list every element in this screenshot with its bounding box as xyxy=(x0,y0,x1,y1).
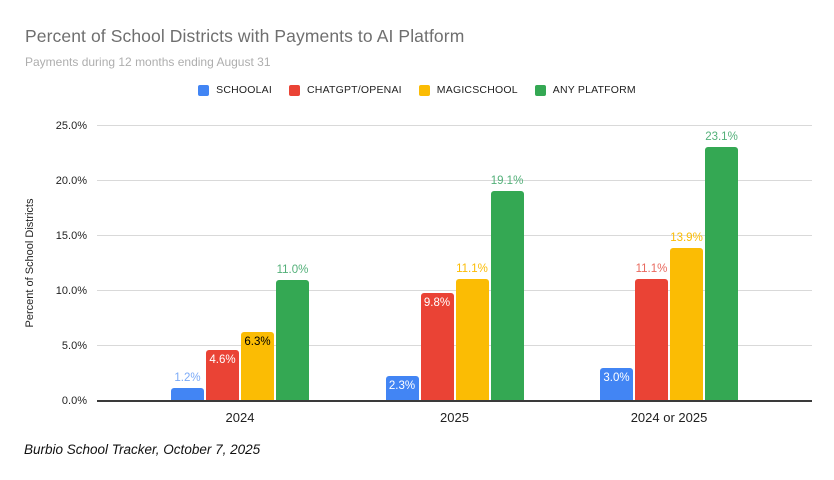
bar-value-label: 4.6% xyxy=(209,354,236,367)
bar-value-label: 1.2% xyxy=(174,371,201,384)
legend-item-schoolai: SCHOOLAI xyxy=(198,84,272,96)
y-tick-label-0: 0.0% xyxy=(61,395,87,407)
y-tick-label-10: 10.0% xyxy=(55,285,87,297)
gridline-10 xyxy=(97,290,812,291)
bar-magicschool-2025: 11.1% xyxy=(455,263,489,401)
legend-item-magicschool: MAGICSCHOOL xyxy=(418,84,518,96)
bar-group-2024-or-2025: 3.0% 11.1% 13.9% 23.1% xyxy=(600,131,738,401)
bar-magicschool-2024: 6.3% xyxy=(241,331,274,401)
bar-chatgpt-openai-2025: 9.8% xyxy=(420,293,454,401)
x-category-label-2025: 2025 xyxy=(440,410,469,425)
legend-label: SCHOOLAI xyxy=(216,84,272,96)
gridline-5 xyxy=(97,345,812,346)
legend-label: MAGICSCHOOL xyxy=(436,84,518,96)
bar-schoolai-2025: 2.3% xyxy=(385,375,419,401)
bar-schoolai-2024-or-2025: 3.0% xyxy=(600,368,633,401)
gridline-20 xyxy=(97,180,812,181)
chart-title: Percent of School Districts with Payment… xyxy=(25,26,465,46)
y-tick-label-15: 15.0% xyxy=(55,230,87,242)
plot-area: 0.0% 5.0% 10.0% 15.0% 20.0% 25.0% 1.2% 4.6% 6.3%… xyxy=(56,120,812,425)
bar-value-label: 11.1% xyxy=(456,262,488,275)
bar-magicschool-2024-or-2025: 13.9% xyxy=(670,232,703,401)
source-note: Burbio School Tracker, October 7, 2025 xyxy=(24,442,261,457)
gridline-15 xyxy=(97,235,812,236)
bar-group-2024: 1.2% 4.6% 6.3% 11.0% xyxy=(171,264,309,401)
bar-any-platform-2025: 19.1% xyxy=(490,175,524,401)
y-tick-label-20: 20.0% xyxy=(55,175,87,187)
y-tick-label-5: 5.0% xyxy=(61,340,87,352)
y-tick-label-25: 25.0% xyxy=(55,120,87,132)
bar-value-label: 6.3% xyxy=(244,335,271,348)
x-category-label-2024-or-2025: 2024 or 2025 xyxy=(630,410,708,425)
bar-chatgpt-openai-2024-or-2025: 11.1% xyxy=(635,263,668,401)
chart-legend: SCHOOLAI CHATGPT/OPENAI MAGICSCHOOL ANY PLA… xyxy=(0,83,834,97)
gridline-25 xyxy=(97,125,812,126)
bar-any-platform-2024-or-2025: 23.1% xyxy=(705,131,738,401)
bar-value-label: 11.0% xyxy=(276,264,309,276)
legend-swatch-any-platform xyxy=(534,84,546,96)
y-axis-title: Percent of School Districts xyxy=(24,198,36,328)
legend-swatch-schoolai xyxy=(198,84,210,96)
chart-subtitle: Payments during 12 months ending August … xyxy=(25,55,271,69)
legend-item-chatgpt-openai: CHATGPT/OPENAI xyxy=(289,84,402,96)
legend-label: CHATGPT/OPENAI xyxy=(307,84,402,96)
x-axis-line xyxy=(97,400,812,402)
bar-chatgpt-openai-2024: 4.6% xyxy=(206,350,239,401)
legend-swatch-chatgpt-openai xyxy=(289,84,300,96)
bar-schoolai-2024: 1.2% xyxy=(171,372,204,401)
bar-value-label: 13.9% xyxy=(670,232,703,245)
x-category-label-2024: 2024 xyxy=(225,410,255,425)
bar-group-2025: 2.3% 9.8% 11.1% 19.1% xyxy=(385,175,524,401)
bar-value-label: 19.1% xyxy=(490,174,524,187)
bar-value-label: 2.3% xyxy=(388,379,416,392)
bar-value-label: 23.1% xyxy=(705,130,738,143)
legend-swatch-magicschool xyxy=(418,84,430,96)
bar-any-platform-2024: 11.0% xyxy=(276,264,309,401)
bar-value-label: 3.0% xyxy=(603,372,630,384)
bar-value-label: 9.8% xyxy=(423,297,451,310)
legend-item-any-platform: ANY PLATFORM xyxy=(534,84,636,96)
legend-label: ANY PLATFORM xyxy=(552,84,636,96)
bar-value-label: 11.1% xyxy=(635,262,668,275)
